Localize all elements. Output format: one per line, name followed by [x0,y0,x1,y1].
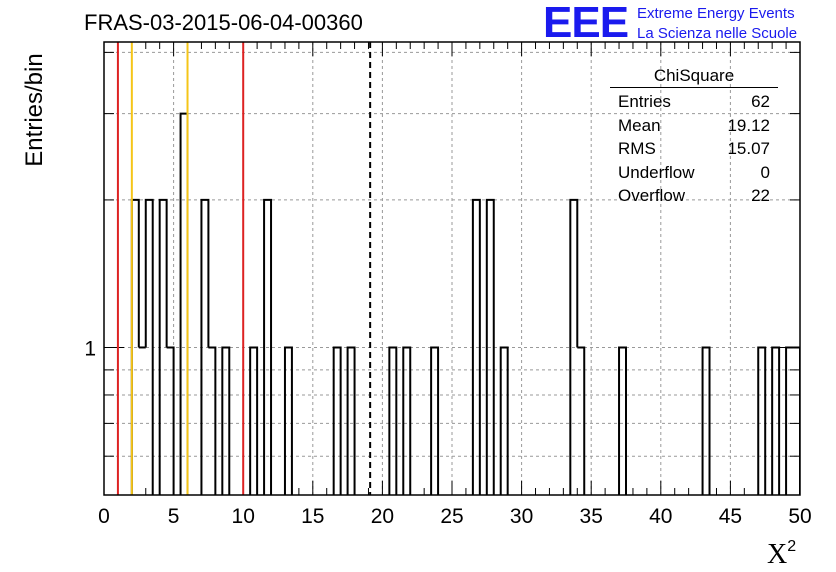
stats-label: Overflow [618,186,686,205]
chart-title: FRAS-03-2015-06-04-00360 [84,10,363,35]
x-tick-label: 0 [98,505,110,528]
stats-row-overflow: Overflow 22 [610,184,778,208]
histogram-bin [346,346,356,495]
x-tick-label: 15 [301,505,324,528]
stats-value: 15.07 [727,139,770,158]
x-axis-label-base: X [767,539,788,570]
x-tick-label: 25 [440,505,463,528]
x-axis-label: X2 [767,538,796,571]
histogram-bin [158,198,168,495]
histogram-bin [618,346,627,495]
stats-title: ChiSquare [610,66,778,88]
marker-lines [116,42,372,495]
y-tick-label: 1 [84,337,96,360]
histogram-bin [569,198,579,495]
histogram-bin [249,346,259,495]
histogram-bin [499,346,509,495]
histogram-bin [793,346,800,495]
x-tick-label: 50 [788,505,811,528]
x-tick-label: 10 [232,505,255,528]
histogram-bin [757,346,767,495]
histogram-bin [771,346,781,495]
stats-label: Entries [618,92,671,111]
histogram-bin [485,198,495,495]
eee-logo: EEE [543,0,629,47]
stats-value: 22 [751,186,770,205]
stats-value: 0 [760,162,770,182]
histogram-bin [471,198,481,495]
histogram-bin [577,346,586,495]
stats-row-entries: Entries 62 [610,90,778,114]
tick-labels: 0 5 10 15 20 25 30 35 40 45 50 1 [84,337,811,528]
x-tick-label: 45 [719,505,742,528]
stats-value: 19.12 [727,115,770,135]
histogram-bin [200,198,210,495]
histogram-bin [208,346,217,495]
histogram-bin [388,346,398,495]
x-tick-label: 20 [371,505,394,528]
x-tick-label: 40 [649,505,672,528]
histogram-bin [144,198,154,495]
x-tick-label: 30 [510,505,533,528]
x-axis-label-superscript: 2 [787,538,797,555]
logo-line-1: Extreme Energy Events [637,5,795,22]
stats-label: Underflow [618,162,695,182]
histogram-bin [701,346,711,495]
logo-text: Extreme Energy Events La Scienza nelle S… [637,4,797,44]
stats-box: ChiSquare Entries 62 Mean 19.12 RMS 15.07 U… [610,66,778,208]
histogram-bin [785,346,794,495]
histogram-bins [130,112,800,495]
plot-frame [103,41,801,496]
logo-line-2: La Scienza nelle Scuole [637,25,798,42]
stats-row-rms: RMS 15.07 [610,137,778,161]
histogram-bin [332,346,342,495]
histogram-bin [179,112,189,495]
histogram-bin [430,346,440,495]
stats-value: 62 [751,92,770,111]
stats-label: RMS [618,139,656,158]
stats-row-underflow: Underflow 0 [610,161,778,185]
stats-label: Mean [618,115,661,135]
histogram-bin [166,346,175,495]
histogram-bin [130,198,140,495]
stats-row-mean: Mean 19.12 [610,114,778,138]
x-tick-label: 5 [168,505,180,528]
histogram-bin [221,346,231,495]
x-tick-label: 35 [580,505,603,528]
histogram-bin [263,198,273,495]
histogram-bin [402,346,412,495]
histogram-bin [283,346,293,495]
